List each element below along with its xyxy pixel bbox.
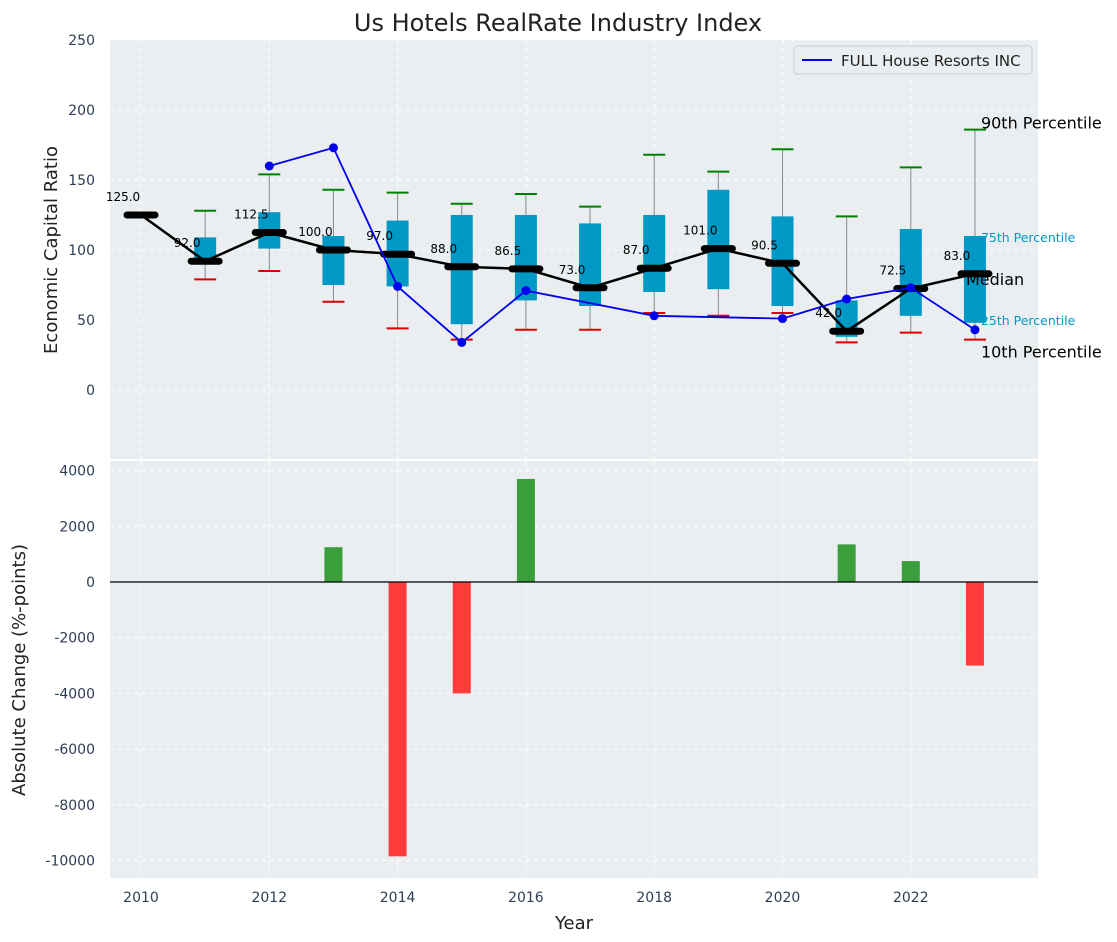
x-tick-labels: 2010 2012 2014 2016 2018 2020 2022 [123,890,928,906]
box-2013 [322,236,345,285]
company-point-2014 [393,281,403,291]
change-bar-2023 [965,582,984,666]
company-line [269,146,976,344]
top-y-tick-labels: 0 50 100 150 200 250 [68,33,95,399]
x-tick-label: 2018 [636,890,672,906]
percentile-annotations: 90th Percentile 75th Percentile Median 25th… [966,114,1102,362]
legend: FULL House Resorts INC [793,45,1033,75]
x-tick-label: 2010 [123,890,159,906]
median-label-2014: 97.0 [366,229,393,243]
median-label-2010: 125.0 [106,190,140,204]
change-bar-2013 [324,547,343,582]
median-label-2020: 90.5 [751,238,778,252]
median-label-2019: 101.0 [683,224,717,238]
company-point-2020 [778,314,787,324]
median-label-2011: 92.0 [174,236,201,250]
legend-box [793,45,1033,75]
box-2018 [643,215,666,292]
bottom-y-axis-label: Absolute Change (%-points) [9,544,30,796]
company-point-2018 [649,311,659,321]
company-point-2015 [457,337,467,347]
bottom-y-tick-label: -10000 [45,854,95,870]
median-label-2013: 100.0 [298,225,332,239]
median-label-2015: 88.0 [430,242,457,256]
median-series: 125.0 92.0 112.5 100.0 97.0 88.0 86.5 73.0 87.0 1… [106,190,993,335]
bottom-y-tick-label: 2000 [59,519,95,535]
median-label-2017: 73.0 [559,263,586,277]
annotation-q1: 25th Percentile [981,313,1076,328]
change-bar-2021 [837,544,856,582]
top-y-tick-label: 250 [68,33,95,49]
median-label-2022: 72.5 [879,264,906,278]
median-label-2021: 42.0 [815,306,842,320]
company-point-2023 [970,325,980,335]
top-y-tick-label: 150 [68,173,95,189]
company-point-2022 [906,283,916,293]
median-label-2016: 86.5 [495,244,522,258]
top-y-axis-label: Economic Capital Ratio [41,146,62,354]
median-label-2012: 112.5 [234,208,268,222]
x-tick-label: 2020 [765,890,801,906]
company-point-2013 [328,143,338,153]
x-axis-label: Year [554,913,594,934]
change-bar-2014 [388,582,407,857]
change-bar-2015 [452,582,471,694]
bottom-y-tick-label: 4000 [59,464,95,480]
x-tick-label: 2016 [508,890,544,906]
bottom-y-tick-label: -4000 [54,686,95,702]
company-series [264,143,980,347]
company-point-2021 [842,294,852,304]
chart-title: Us Hotels RealRate Industry Index [354,9,762,37]
top-y-tick-label: 100 [68,243,95,259]
top-y-tick-label: 0 [86,383,95,399]
bottom-y-tick-labels: -10000 -8000 -6000 -4000 -2000 0 2000 4000 [45,464,95,870]
median-label-2018: 87.0 [623,243,650,257]
bottom-y-tick-label: -2000 [54,631,95,647]
annotation-p10: 10th Percentile [981,343,1102,362]
change-bars [324,478,984,857]
x-tick-label: 2014 [380,890,416,906]
bottom-y-tick-label: 0 [86,575,95,591]
annotation-p90: 90th Percentile [981,114,1102,133]
box-2016 [514,215,537,301]
box-2019 [707,189,730,290]
median-label-2023: 83.0 [944,249,971,263]
company-point-2016 [521,286,531,296]
x-tick-label: 2022 [893,890,929,906]
top-y-tick-label: 200 [68,103,95,119]
box-2022 [899,229,922,316]
top-y-tick-label: 50 [77,313,95,329]
company-point-2012 [264,161,274,171]
annotation-q3: 75th Percentile [981,230,1076,245]
bottom-y-tick-label: -6000 [54,742,95,758]
box-2023 [963,236,986,323]
x-tick-label: 2012 [251,890,287,906]
bottom-y-tick-label: -8000 [54,798,95,814]
change-bar-2022 [901,561,920,582]
legend-entry-company: FULL House Resorts INC [841,52,1021,70]
annotation-median: Median [966,270,1024,289]
change-bar-2016 [516,478,535,582]
bottom-plot-area [110,461,1038,878]
